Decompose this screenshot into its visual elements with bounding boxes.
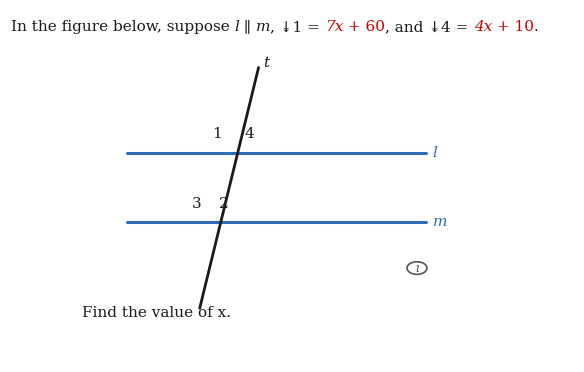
Text: 3: 3	[192, 198, 201, 211]
Text: l: l	[234, 20, 239, 35]
Text: 4: 4	[245, 126, 255, 141]
Text: m: m	[433, 215, 447, 229]
Text: i: i	[415, 262, 419, 275]
Text: In the figure below, suppose: In the figure below, suppose	[11, 20, 234, 35]
Text: 1: 1	[213, 126, 223, 141]
Text: ∥: ∥	[239, 20, 256, 35]
Text: 7x: 7x	[325, 20, 343, 35]
Text: + 60: + 60	[343, 20, 385, 35]
Text: m: m	[256, 20, 270, 35]
Text: , ↡1 =: , ↡1 =	[270, 20, 325, 35]
Text: t: t	[263, 57, 269, 70]
Text: , and ↡4 =: , and ↡4 =	[385, 20, 474, 35]
Text: + 10: + 10	[492, 20, 534, 35]
Text: Find the value of x.: Find the value of x.	[82, 306, 231, 320]
Text: 2: 2	[219, 198, 229, 211]
Text: 4x: 4x	[474, 20, 492, 35]
Text: l: l	[433, 147, 437, 160]
Text: .: .	[534, 20, 539, 35]
